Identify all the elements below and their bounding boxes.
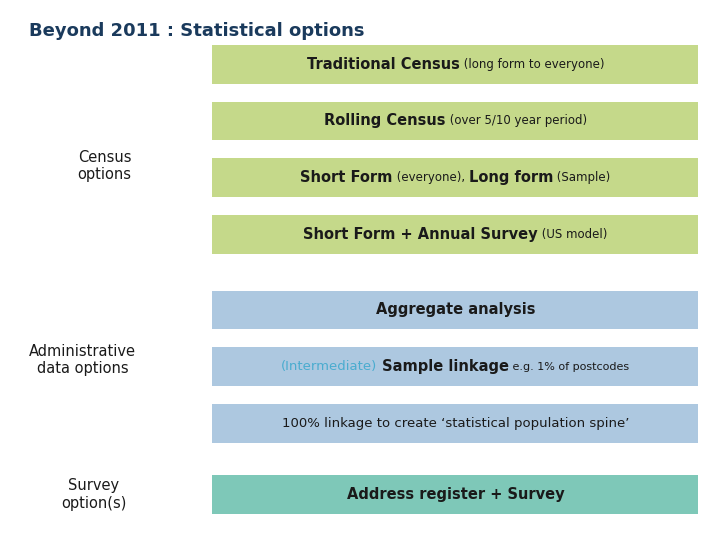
Bar	[212, 158, 698, 197]
Text: Sample linkage: Sample linkage	[377, 359, 510, 374]
Bar	[212, 215, 698, 254]
Bar	[212, 102, 698, 140]
Text: (over 5/10 year period): (over 5/10 year period)	[446, 114, 587, 127]
Text: Address register + Survey: Address register + Survey	[346, 487, 564, 502]
Text: Aggregate analysis: Aggregate analysis	[376, 302, 535, 318]
Text: Beyond 2011 : Statistical options: Beyond 2011 : Statistical options	[29, 22, 364, 39]
Text: e.g. 1% of postcodes: e.g. 1% of postcodes	[510, 362, 629, 372]
Text: (Intermediate): (Intermediate)	[282, 360, 377, 373]
Text: Rolling Census: Rolling Census	[324, 113, 446, 129]
Text: (everyone),: (everyone),	[393, 171, 469, 184]
Text: (Sample): (Sample)	[553, 171, 611, 184]
Bar	[212, 404, 698, 443]
Text: Short Form: Short Form	[300, 170, 393, 185]
Text: Census
options: Census options	[78, 150, 131, 182]
Bar	[212, 347, 698, 386]
Bar	[212, 475, 698, 514]
Text: Survey
option(s): Survey option(s)	[61, 478, 126, 511]
Text: Long form: Long form	[469, 170, 553, 185]
Bar	[212, 291, 698, 329]
Text: (long form to everyone): (long form to everyone)	[459, 58, 604, 71]
Text: (US model): (US model)	[538, 228, 608, 241]
Text: Traditional Census: Traditional Census	[307, 57, 459, 72]
Text: Administrative
data options: Administrative data options	[30, 344, 136, 376]
Text: 100% linkage to create ‘statistical population spine’: 100% linkage to create ‘statistical popu…	[282, 417, 629, 430]
Bar	[212, 45, 698, 84]
Text: Short Form + Annual Survey: Short Form + Annual Survey	[303, 227, 538, 242]
